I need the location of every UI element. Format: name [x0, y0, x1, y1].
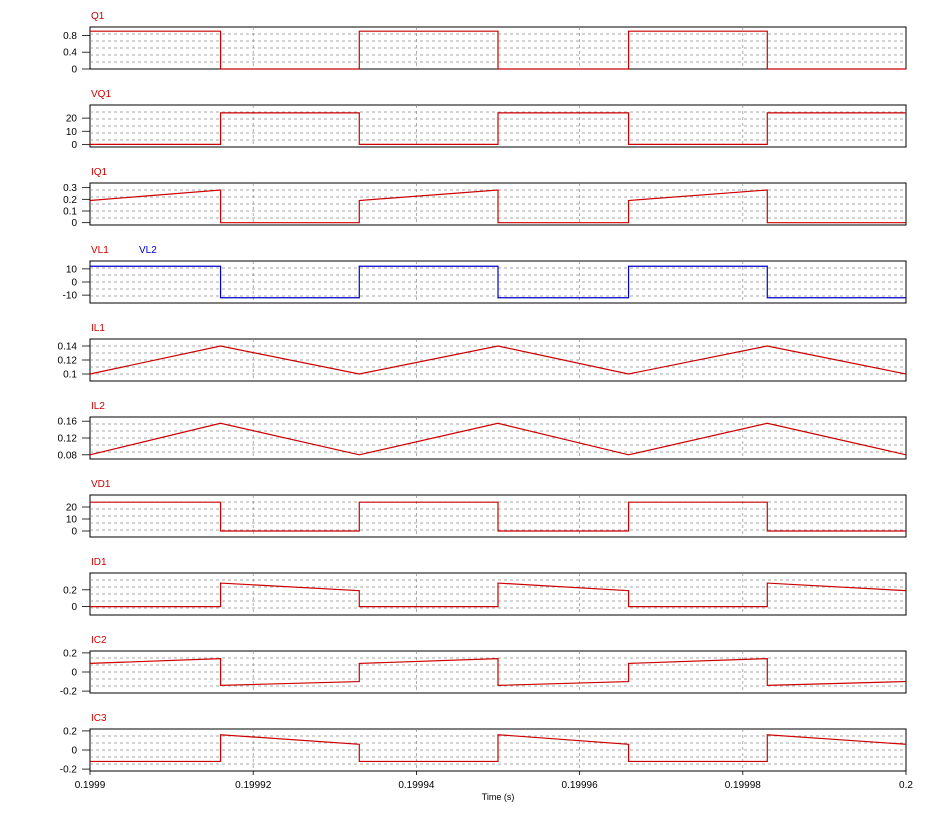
y-tick-label-il2: 0.16: [58, 417, 78, 428]
x-tick-label: 0.19996: [562, 780, 599, 791]
panel-label-vq1-0: VQ1: [91, 89, 111, 100]
x-axis-label: Time (s): [482, 792, 515, 802]
x-tick-label: 0.2: [899, 780, 913, 791]
panel-label-q1-0: Q1: [91, 11, 105, 22]
trace-q1-0: [90, 30, 906, 70]
panel-label-id1-0: ID1: [91, 557, 107, 568]
x-tick-label: 0.19992: [235, 780, 272, 791]
y-tick-label-q1: 0: [71, 65, 77, 76]
y-tick-label-iq1: 0.3: [63, 183, 77, 194]
panel-label-vd1-0: VD1: [91, 479, 111, 490]
y-tick-label-vq1: 0: [71, 140, 77, 151]
y-tick-label-ic3: 0.2: [63, 726, 77, 737]
y-tick-label-vl: -10: [63, 291, 78, 302]
y-tick-label-ic2: -0.2: [60, 687, 78, 698]
y-tick-label-vq1: 10: [66, 127, 78, 138]
x-tick-label: 0.19994: [398, 780, 435, 791]
trace-iq1-0: [89, 189, 906, 224]
panel-label-iq1-0: IQ1: [91, 167, 108, 178]
y-tick-label-q1: 0.4: [63, 48, 77, 59]
panel-label-il2-0: IL2: [91, 401, 105, 412]
y-tick-label-ic3: -0.2: [60, 765, 78, 776]
y-tick-label-id1: 0: [71, 602, 77, 613]
x-tick-label: 0.1999: [75, 780, 106, 791]
y-tick-label-iq1: 0.1: [63, 207, 77, 218]
trace-ic2-0: [89, 658, 907, 686]
panel-label-ic3-0: IC3: [91, 713, 107, 724]
x-tick-label: 0.19998: [725, 780, 762, 791]
trace-vl-0: [90, 265, 906, 299]
y-tick-label-il1: 0.12: [58, 356, 78, 367]
y-tick-label-iq1: 0: [71, 218, 77, 229]
y-tick-label-vq1: 20: [66, 114, 78, 125]
y-tick-label-iq1: 0.2: [63, 195, 77, 206]
trace-il1-0: [89, 345, 907, 375]
y-tick-label-ic2: 0: [71, 668, 77, 679]
y-tick-label-il2: 0.12: [58, 434, 78, 445]
y-tick-label-vl: 10: [66, 264, 78, 275]
y-tick-label-il2: 0.08: [58, 450, 78, 461]
y-tick-label-ic2: 0.2: [63, 648, 77, 659]
panel-label-vl-1: VL2: [139, 245, 157, 256]
y-tick-label-id1: 0.2: [63, 585, 77, 596]
y-tick-label-ic3: 0: [71, 746, 77, 757]
panel-label-ic2-0: IC2: [91, 635, 107, 646]
y-tick-label-vd1: 10: [66, 515, 78, 526]
y-tick-label-vd1: 20: [66, 503, 78, 514]
trace-vq1-0: [90, 112, 906, 145]
y-tick-label-q1: 0.8: [63, 31, 77, 42]
panel-label-il1-0: IL1: [91, 323, 105, 334]
y-tick-label-il1: 0.14: [58, 342, 78, 353]
y-tick-label-il1: 0.1: [63, 370, 77, 381]
trace-il2-0: [89, 422, 907, 456]
y-tick-label-vd1: 0: [71, 527, 77, 538]
trace-id1-0: [90, 582, 907, 608]
trace-ic3-0: [90, 734, 907, 763]
panel-label-vl-0: VL1: [91, 245, 109, 256]
trace-vd1-0: [90, 501, 906, 532]
y-tick-label-vl: 0: [71, 278, 77, 289]
